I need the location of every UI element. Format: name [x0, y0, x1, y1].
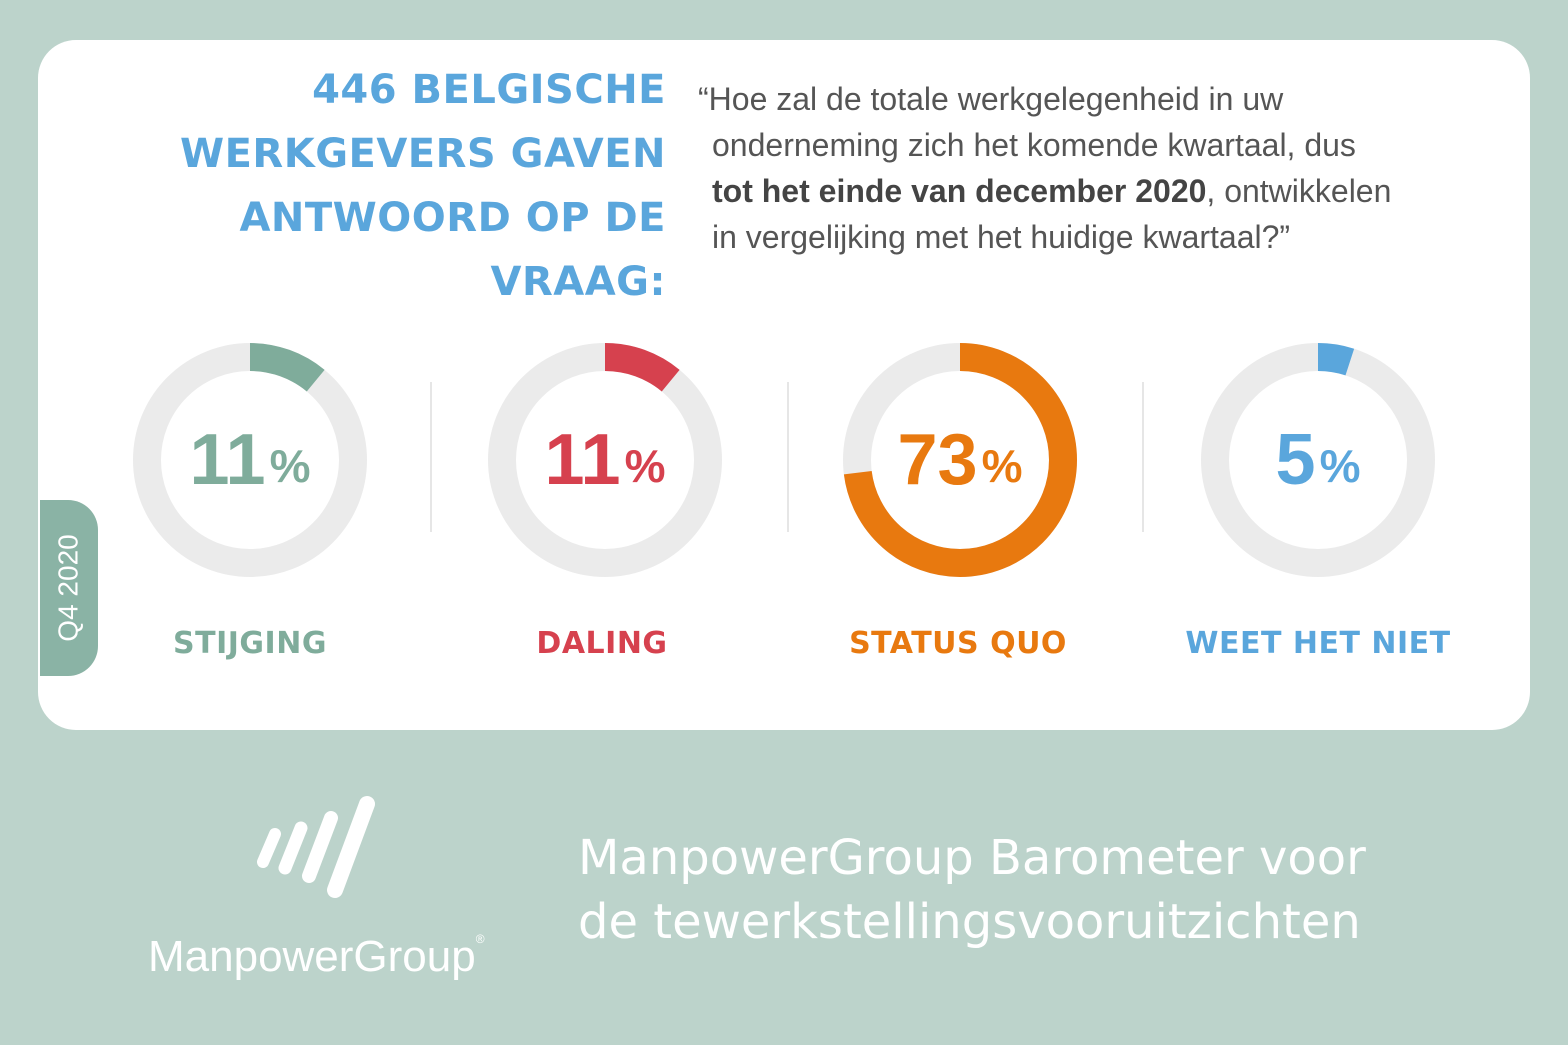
quarter-tab: Q4 2020 — [40, 500, 98, 676]
question-highlight: tot het einde van december 2020 — [712, 173, 1207, 209]
label-stijging: STIJGING — [173, 626, 327, 661]
footer-line-2: de tewerkstellingsvooruitzichten — [578, 894, 1361, 950]
donut-daling: 11% — [473, 328, 737, 592]
logo-name: ManpowerGroup — [148, 932, 476, 981]
donut-arc-status-quo — [843, 343, 1077, 577]
question-line-4: in vergelijking met het huidige kwartaal… — [712, 219, 1291, 255]
donut-status-quo: 73% — [828, 328, 1092, 592]
manpowergroup-stripes-icon — [255, 790, 395, 924]
donut-arc-daling — [488, 343, 722, 577]
divider-1 — [430, 382, 432, 532]
donut-arc-weet-het-niet — [1201, 343, 1435, 577]
label-daling: DALING — [536, 626, 668, 661]
survey-question: “Hoe zal de totale werkgelegenheid in uw… — [660, 76, 1480, 260]
registered-mark: ® — [475, 932, 485, 946]
donut-value-stijging: 11% — [118, 328, 382, 592]
label-status-quo: STATUS QUO — [849, 626, 1067, 661]
question-line-2: onderneming zich het komende kwartaal, d… — [712, 127, 1356, 163]
value-percent-status-quo: % — [981, 440, 1023, 492]
value-number-status-quo: 73 — [897, 420, 978, 500]
question-line-1: “Hoe zal de totale werkgelegenheid in uw — [698, 81, 1284, 117]
donut-value-status-quo: 73% — [828, 328, 1092, 592]
headline-line-2: WERKGEVERS GAVEN — [179, 131, 666, 177]
donut-value-daling: 11% — [473, 328, 737, 592]
donut-arc-stijging — [133, 343, 367, 577]
question-line-3-rest: , ontwikkelen — [1206, 173, 1392, 209]
footer-line-1: ManpowerGroup Barometer voor — [578, 830, 1366, 886]
donut-weet-het-niet: 5% — [1186, 328, 1450, 592]
donut-chart-stijging — [133, 343, 367, 577]
donut-value-weet-het-niet: 5% — [1186, 328, 1450, 592]
survey-card — [38, 40, 1530, 730]
value-number-daling: 11 — [544, 420, 621, 500]
value-percent-stijging: % — [269, 440, 311, 492]
headline-line-1: 446 BELGISCHE — [312, 67, 666, 113]
label-weet-het-niet: WEET HET NIET — [1185, 626, 1451, 661]
footer-title: ManpowerGroup Barometer voor de tewerkst… — [578, 826, 1528, 954]
quarter-label: Q4 2020 — [53, 534, 85, 642]
value-percent-weet-het-niet: % — [1319, 440, 1361, 492]
donut-chart-status-quo — [843, 343, 1077, 577]
value-number-stijging: 11 — [189, 420, 266, 500]
divider-3 — [1142, 382, 1144, 532]
donut-chart-weet-het-niet — [1201, 343, 1435, 577]
value-percent-daling: % — [624, 440, 666, 492]
divider-2 — [787, 382, 789, 532]
donut-chart-daling — [488, 343, 722, 577]
donut-stijging: 11% — [118, 328, 382, 592]
value-number-weet-het-niet: 5 — [1275, 420, 1316, 500]
question-line-3: tot het einde van december 2020, ontwikk… — [660, 168, 1480, 214]
headline: 446 BELGISCHE WERKGEVERS GAVEN ANTWOORD … — [60, 58, 666, 314]
logo-wordmark: ManpowerGroup® — [148, 932, 485, 982]
headline-line-3: ANTWOORD OP DE VRAAG: — [239, 195, 666, 305]
